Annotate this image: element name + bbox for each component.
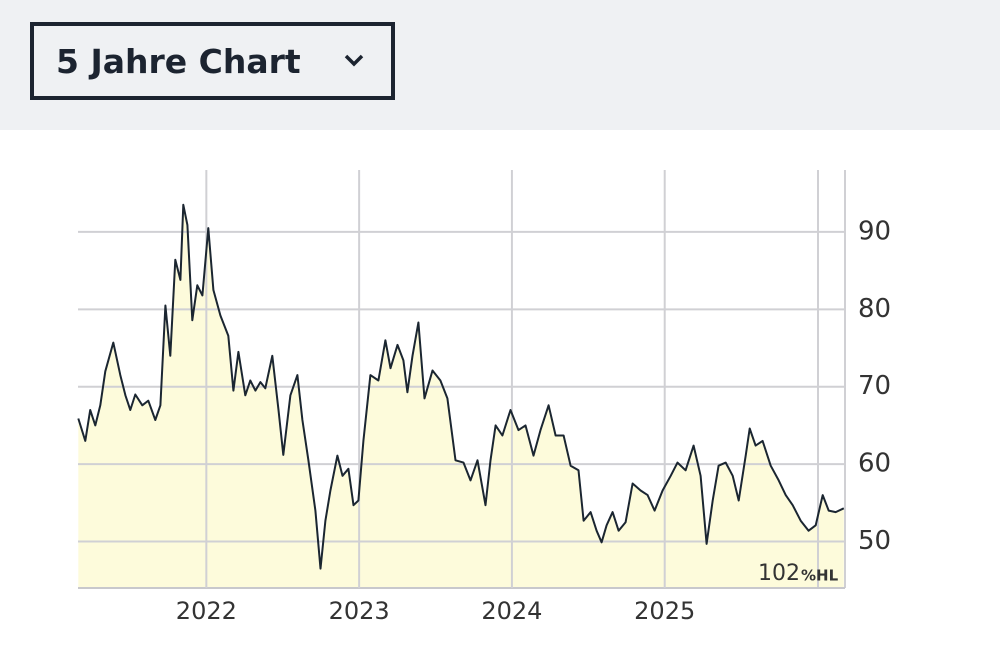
x-tick-label: 2022: [176, 597, 237, 625]
header-bar: 5 Jahre Chart: [0, 0, 1000, 130]
x-tick-label: 2024: [481, 597, 542, 625]
chart: 50 60 70 80 90 2022 2023 2024 2025 102 %HL: [77, 170, 891, 625]
dropdown-label: 5 Jahre Chart: [56, 42, 301, 81]
x-tick-label: 2023: [329, 597, 390, 625]
x-tick-label: 2025: [634, 597, 695, 625]
y-tick-label: 50: [858, 526, 891, 556]
price-line: [77, 203, 845, 570]
area: [78, 204, 844, 589]
annotation-value: 102: [758, 561, 800, 586]
y-tick-label: 80: [858, 294, 891, 324]
y-tick-label: 60: [858, 449, 891, 479]
y-tick-label: 90: [858, 216, 891, 246]
annotation: 102: [758, 561, 800, 586]
chevron-icon: [344, 54, 364, 67]
range-dropdown[interactable]: 5 Jahre Chart: [30, 22, 395, 100]
annotation-unit: %HL: [801, 567, 839, 585]
y-tick-label: 70: [858, 371, 891, 401]
